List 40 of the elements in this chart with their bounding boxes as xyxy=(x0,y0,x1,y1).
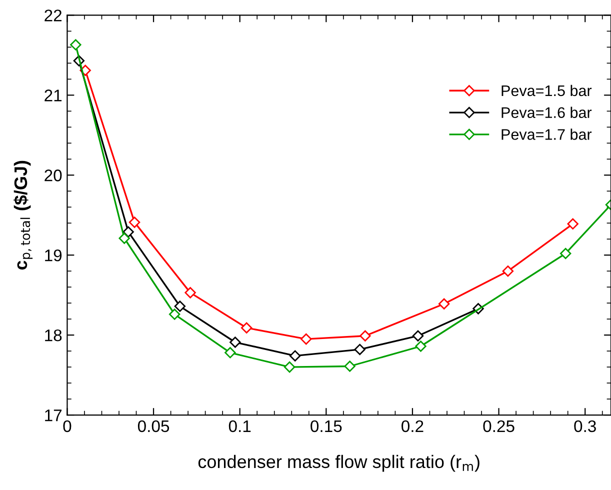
y-axis-title: c$_{p,total}$ ($/GJ) xyxy=(14,160,33,270)
x-tick-label: 0.05 xyxy=(138,420,170,432)
point xyxy=(438,298,450,310)
y-tick-label: 20 xyxy=(44,170,62,182)
point xyxy=(560,248,572,260)
y-tick-label: 21 xyxy=(44,90,62,102)
point xyxy=(240,322,252,334)
point xyxy=(300,333,312,345)
point xyxy=(567,218,578,230)
point xyxy=(70,39,82,50)
x-axis-title: condenser mass flow split ratio (r$_{m}$) xyxy=(198,454,480,472)
x-tick-label: 0.3 xyxy=(574,420,596,432)
x-tick-label: 0.1 xyxy=(228,420,251,432)
point xyxy=(289,350,301,362)
x-tick-label: 0.25 xyxy=(483,420,514,432)
point xyxy=(344,360,356,372)
point xyxy=(118,232,130,244)
point xyxy=(174,300,186,312)
point xyxy=(230,336,241,348)
y-tick-label: 17 xyxy=(45,410,62,422)
y-tick-label: 19 xyxy=(45,249,62,262)
legend-label: Peva=1.6 bar xyxy=(502,106,592,118)
x-tick-label: 0 xyxy=(63,420,72,432)
point xyxy=(360,330,371,342)
point xyxy=(284,361,296,373)
legend-label: Peva=1.5 bar xyxy=(502,84,592,96)
point xyxy=(354,344,366,356)
point xyxy=(128,216,140,228)
point xyxy=(168,308,180,320)
y-tick-label: 22 xyxy=(44,10,62,22)
point xyxy=(184,287,196,298)
point xyxy=(412,330,424,342)
point xyxy=(122,226,134,238)
x-tick-label: 0.2 xyxy=(402,420,424,432)
point xyxy=(224,347,236,358)
x-tick-label: 0.15 xyxy=(310,420,342,432)
y-tick-label: 18 xyxy=(45,329,62,342)
legend-label: Peva=1.7 bar xyxy=(502,128,592,140)
point xyxy=(502,265,514,277)
point xyxy=(415,340,426,352)
